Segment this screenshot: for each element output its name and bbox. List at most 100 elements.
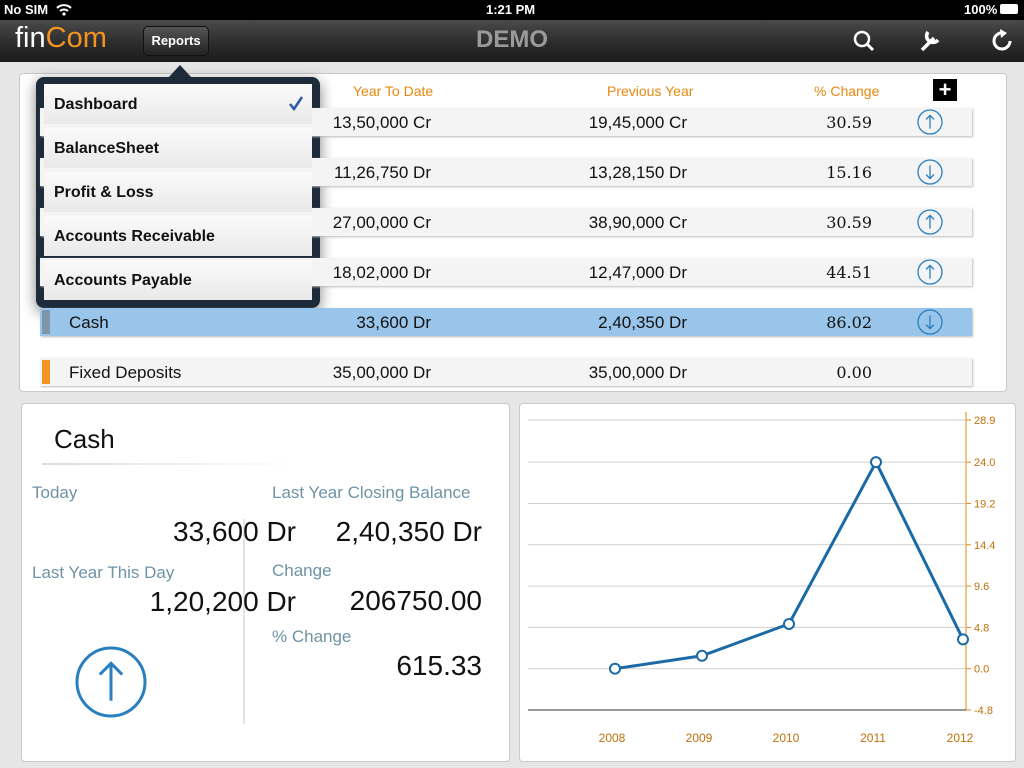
ytd-value: 33,600 Dr xyxy=(356,313,431,332)
status-bar: No SIM 1:21 PM 100% xyxy=(0,0,1024,20)
x-tick-label: 2011 xyxy=(860,731,886,745)
menu-label: Accounts Payable xyxy=(54,272,192,289)
carrier: No SIM xyxy=(4,2,49,17)
field-label: Today xyxy=(32,483,78,502)
row-marker xyxy=(42,360,50,384)
column-header: % Change xyxy=(814,83,880,99)
wifi-icon xyxy=(56,4,72,16)
reports-button[interactable]: Reports xyxy=(143,26,209,56)
y-tick-label: 9.6 xyxy=(974,581,989,593)
detail-title: Cash xyxy=(54,424,115,454)
line xyxy=(614,458,965,671)
point xyxy=(783,617,795,630)
y-tick-label: 19.2 xyxy=(974,498,995,510)
previous-year-value: 12,47,000 Dr xyxy=(588,263,687,282)
x-tick-label: 2009 xyxy=(686,731,713,745)
menu-item[interactable]: Dashboard xyxy=(44,84,312,124)
field-label: Last Year Closing Balance xyxy=(272,483,471,502)
arrow-circle xyxy=(917,209,943,235)
point xyxy=(870,456,882,469)
y-tick-label: 4.8 xyxy=(974,622,989,634)
point xyxy=(957,633,969,646)
percent-change: 44.51 xyxy=(826,263,872,282)
title-underline xyxy=(42,463,300,465)
trend-icon xyxy=(917,159,943,185)
divider xyxy=(243,519,245,724)
field-label: Change xyxy=(272,561,332,580)
point xyxy=(609,662,621,675)
settings-button[interactable] xyxy=(920,30,940,52)
detail-panel: Cash Today 33,600 Dr Last Year This Day 1,2… xyxy=(21,403,510,762)
field-value: 33,600 Dr xyxy=(173,516,296,547)
field-value: 2,40,350 Dr xyxy=(335,516,482,547)
battery-percent: 100% xyxy=(964,2,998,17)
check xyxy=(289,96,304,111)
nav-title: DEMO xyxy=(476,26,548,53)
column-header: Year To Date xyxy=(353,83,434,99)
y-tick-label: 0.0 xyxy=(974,664,989,676)
menu-item[interactable]: Accounts Payable xyxy=(44,260,312,300)
previous-year-value: 19,45,000 Cr xyxy=(588,113,687,132)
logo-fin: fin xyxy=(15,22,46,54)
arrow-circle xyxy=(917,259,943,285)
refresh-button[interactable] xyxy=(992,29,1012,51)
arrow xyxy=(98,661,124,701)
menu-label: BalanceSheet xyxy=(54,140,159,157)
ytd-value: 18,02,000 Dr xyxy=(332,263,431,282)
previous-year-value: 2,40,350 Dr xyxy=(598,313,687,332)
trend-icon xyxy=(917,259,943,285)
arrow xyxy=(925,165,935,180)
clock: 1:21 PM xyxy=(486,2,536,17)
arrow xyxy=(925,114,935,129)
percent-change: 86.02 xyxy=(826,313,872,332)
y-tick-label: 24.0 xyxy=(974,457,995,469)
previous-year-value: 38,90,000 Cr xyxy=(588,213,687,232)
row-name: Cash xyxy=(69,313,109,332)
arrow-circle xyxy=(917,159,943,185)
ytd-value: 11,26,750 Dr xyxy=(333,163,431,182)
trend-icon xyxy=(917,209,943,235)
x-tick-label: 2008 xyxy=(599,731,626,745)
add-button[interactable]: + xyxy=(933,79,957,101)
y-tick-label: 28.9 xyxy=(974,415,995,427)
previous-year-value: 35,00,000 Dr xyxy=(588,363,687,382)
percent-change: 30.59 xyxy=(826,213,872,232)
menu-label: Profit & Loss xyxy=(54,184,154,201)
trend-icon xyxy=(917,309,943,335)
menu-item[interactable]: BalanceSheet xyxy=(44,128,312,168)
table-row[interactable]: Cash 33,600 Dr 2,40,350 Dr 86.02 xyxy=(40,308,972,336)
percent-change: 30.59 xyxy=(826,113,872,132)
row-name: Fixed Deposits xyxy=(69,363,182,382)
arrow-circle xyxy=(917,109,943,135)
ytd-value: 27,00,000 Cr xyxy=(332,213,431,232)
previous-year-value: 13,28,150 Dr xyxy=(588,163,687,182)
logo: finCom xyxy=(15,22,107,55)
nav-icons xyxy=(853,29,1012,52)
chart-panel: 28.9 24.0 19.2 14.4 9.6 4.8 0.0 -4.8 2008 2009 201… xyxy=(519,403,1016,762)
menu-label: Dashboard xyxy=(54,96,138,113)
column-header: Previous Year xyxy=(607,83,694,99)
x-tick-label: 2012 xyxy=(947,731,974,745)
row-marker xyxy=(42,310,50,334)
ytd-value: 35,00,000 Dr xyxy=(332,363,431,382)
percent-change: 0.00 xyxy=(836,363,872,382)
trend-icon xyxy=(75,646,147,718)
nav-bar: finCom Reports DEMO xyxy=(0,20,1024,62)
point xyxy=(696,649,708,662)
search-button[interactable] xyxy=(853,30,875,52)
y-tick-label: -4.8 xyxy=(974,705,993,717)
battery-icon xyxy=(1000,4,1018,14)
arrow xyxy=(925,315,935,330)
menu-item[interactable]: Profit & Loss xyxy=(44,172,312,212)
field-value: 615.33 xyxy=(396,650,482,681)
menu-item[interactable]: Accounts Receivable xyxy=(44,216,312,256)
field-value: 206750.00 xyxy=(349,585,482,616)
percent-change: 15.16 xyxy=(826,163,872,182)
field-value: 1,20,200 Dr xyxy=(149,586,296,617)
logo-com: Com xyxy=(45,22,107,54)
checkmark xyxy=(289,96,304,111)
menu-arrow xyxy=(168,65,192,78)
table-row[interactable]: Fixed Deposits 35,00,000 Dr 35,00,000 Dr 0.… xyxy=(40,358,972,386)
arrow xyxy=(925,214,935,229)
